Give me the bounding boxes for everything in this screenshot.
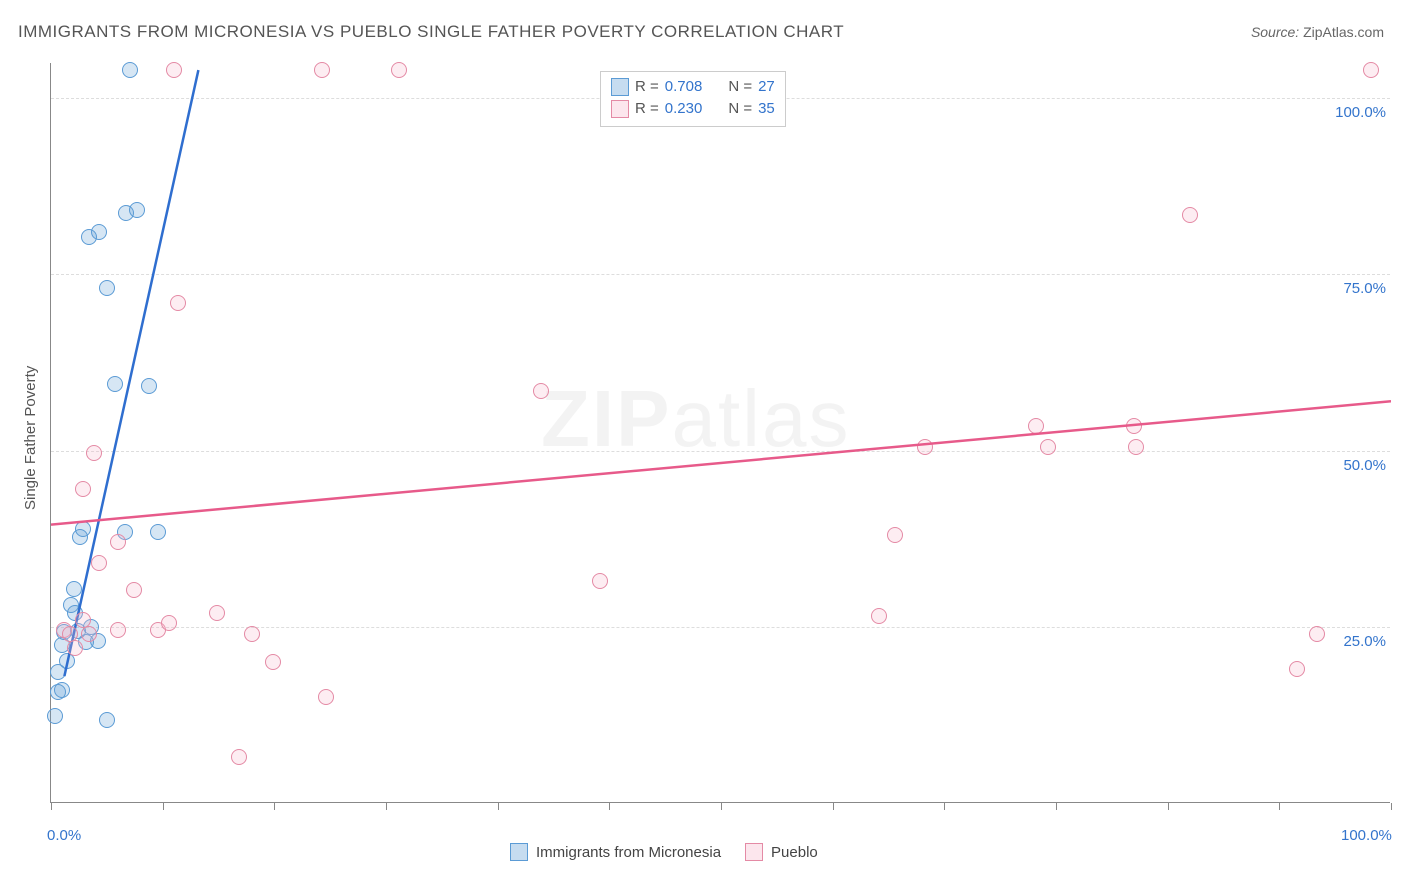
x-tick bbox=[51, 803, 52, 810]
stats-row-micronesia: R = 0.708 N = 27 bbox=[611, 76, 775, 98]
y-tick-label: 75.0% bbox=[1326, 280, 1386, 297]
data-point-micronesia bbox=[54, 682, 70, 698]
swatch-icon bbox=[611, 78, 629, 96]
y-tick-label: 100.0% bbox=[1326, 104, 1386, 121]
source-value: ZipAtlas.com bbox=[1303, 24, 1384, 40]
r-value: 0.708 bbox=[665, 76, 703, 98]
data-point-micronesia bbox=[150, 524, 166, 540]
data-point-micronesia bbox=[99, 280, 115, 296]
x-tick-label: 0.0% bbox=[47, 827, 81, 844]
x-tick bbox=[1391, 803, 1392, 810]
legend-item-micronesia: Immigrants from Micronesia bbox=[510, 843, 721, 861]
x-tick bbox=[163, 803, 164, 810]
source-attribution: Source: ZipAtlas.com bbox=[1251, 24, 1384, 40]
data-point-pueblo bbox=[318, 689, 334, 705]
data-point-pueblo bbox=[1309, 626, 1325, 642]
data-point-pueblo bbox=[170, 295, 186, 311]
gridline-h bbox=[51, 451, 1390, 452]
swatch-icon bbox=[745, 843, 763, 861]
data-point-micronesia bbox=[99, 712, 115, 728]
x-tick bbox=[386, 803, 387, 810]
x-tick bbox=[274, 803, 275, 810]
data-point-pueblo bbox=[75, 481, 91, 497]
r-value: 0.230 bbox=[665, 98, 703, 120]
data-point-pueblo bbox=[917, 439, 933, 455]
data-point-pueblo bbox=[86, 445, 102, 461]
data-point-pueblo bbox=[1126, 418, 1142, 434]
x-tick bbox=[609, 803, 610, 810]
data-point-micronesia bbox=[47, 708, 63, 724]
x-tick bbox=[944, 803, 945, 810]
data-point-pueblo bbox=[1289, 661, 1305, 677]
data-point-pueblo bbox=[1128, 439, 1144, 455]
data-point-pueblo bbox=[871, 608, 887, 624]
data-point-pueblo bbox=[166, 62, 182, 78]
data-point-pueblo bbox=[592, 573, 608, 589]
x-tick bbox=[1056, 803, 1057, 810]
y-tick-label: 25.0% bbox=[1326, 633, 1386, 650]
gridline-h bbox=[51, 274, 1390, 275]
x-tick bbox=[833, 803, 834, 810]
legend-label: Immigrants from Micronesia bbox=[536, 844, 721, 861]
scatter-plot-area: ZIPatlas 25.0%50.0%75.0%100.0%0.0%100.0% bbox=[50, 63, 1390, 803]
stats-row-pueblo: R = 0.230 N = 35 bbox=[611, 98, 775, 120]
data-point-pueblo bbox=[244, 626, 260, 642]
data-point-pueblo bbox=[231, 749, 247, 765]
r-label: R = bbox=[635, 98, 659, 120]
y-tick-label: 50.0% bbox=[1326, 457, 1386, 474]
data-point-pueblo bbox=[81, 626, 97, 642]
data-point-micronesia bbox=[91, 224, 107, 240]
trend-line-pueblo bbox=[51, 63, 1391, 803]
data-point-micronesia bbox=[129, 202, 145, 218]
trend-line-micronesia bbox=[51, 63, 1391, 803]
r-label: R = bbox=[635, 76, 659, 98]
data-point-micronesia bbox=[122, 62, 138, 78]
data-point-pueblo bbox=[314, 62, 330, 78]
data-point-micronesia bbox=[107, 376, 123, 392]
source-label: Source: bbox=[1251, 24, 1303, 40]
data-point-pueblo bbox=[1028, 418, 1044, 434]
page-title: IMMIGRANTS FROM MICRONESIA VS PUEBLO SIN… bbox=[18, 22, 844, 42]
data-point-pueblo bbox=[67, 640, 83, 656]
data-point-pueblo bbox=[110, 534, 126, 550]
data-point-pueblo bbox=[1040, 439, 1056, 455]
swatch-icon bbox=[510, 843, 528, 861]
legend-label: Pueblo bbox=[771, 844, 818, 861]
x-tick bbox=[1168, 803, 1169, 810]
data-point-pueblo bbox=[110, 622, 126, 638]
data-point-pueblo bbox=[1363, 62, 1379, 78]
data-point-pueblo bbox=[161, 615, 177, 631]
data-point-pueblo bbox=[533, 383, 549, 399]
data-point-micronesia bbox=[141, 378, 157, 394]
stats-legend-box: R = 0.708 N = 27 R = 0.230 N = 35 bbox=[600, 71, 786, 127]
y-axis-label: Single Father Poverty bbox=[22, 366, 39, 510]
x-tick bbox=[498, 803, 499, 810]
data-point-micronesia bbox=[66, 581, 82, 597]
data-point-pueblo bbox=[126, 582, 142, 598]
n-value: 35 bbox=[758, 98, 775, 120]
data-point-pueblo bbox=[209, 605, 225, 621]
x-tick-label: 100.0% bbox=[1341, 827, 1392, 844]
swatch-icon bbox=[611, 100, 629, 118]
data-point-pueblo bbox=[91, 555, 107, 571]
data-point-micronesia bbox=[75, 521, 91, 537]
x-tick bbox=[1279, 803, 1280, 810]
n-value: 27 bbox=[758, 76, 775, 98]
data-point-pueblo bbox=[391, 62, 407, 78]
data-point-pueblo bbox=[1182, 207, 1198, 223]
legend-item-pueblo: Pueblo bbox=[745, 843, 818, 861]
data-point-pueblo bbox=[887, 527, 903, 543]
n-label: N = bbox=[728, 98, 752, 120]
data-point-pueblo bbox=[265, 654, 281, 670]
series-legend: Immigrants from Micronesia Pueblo bbox=[510, 843, 818, 861]
n-label: N = bbox=[728, 76, 752, 98]
x-tick bbox=[721, 803, 722, 810]
